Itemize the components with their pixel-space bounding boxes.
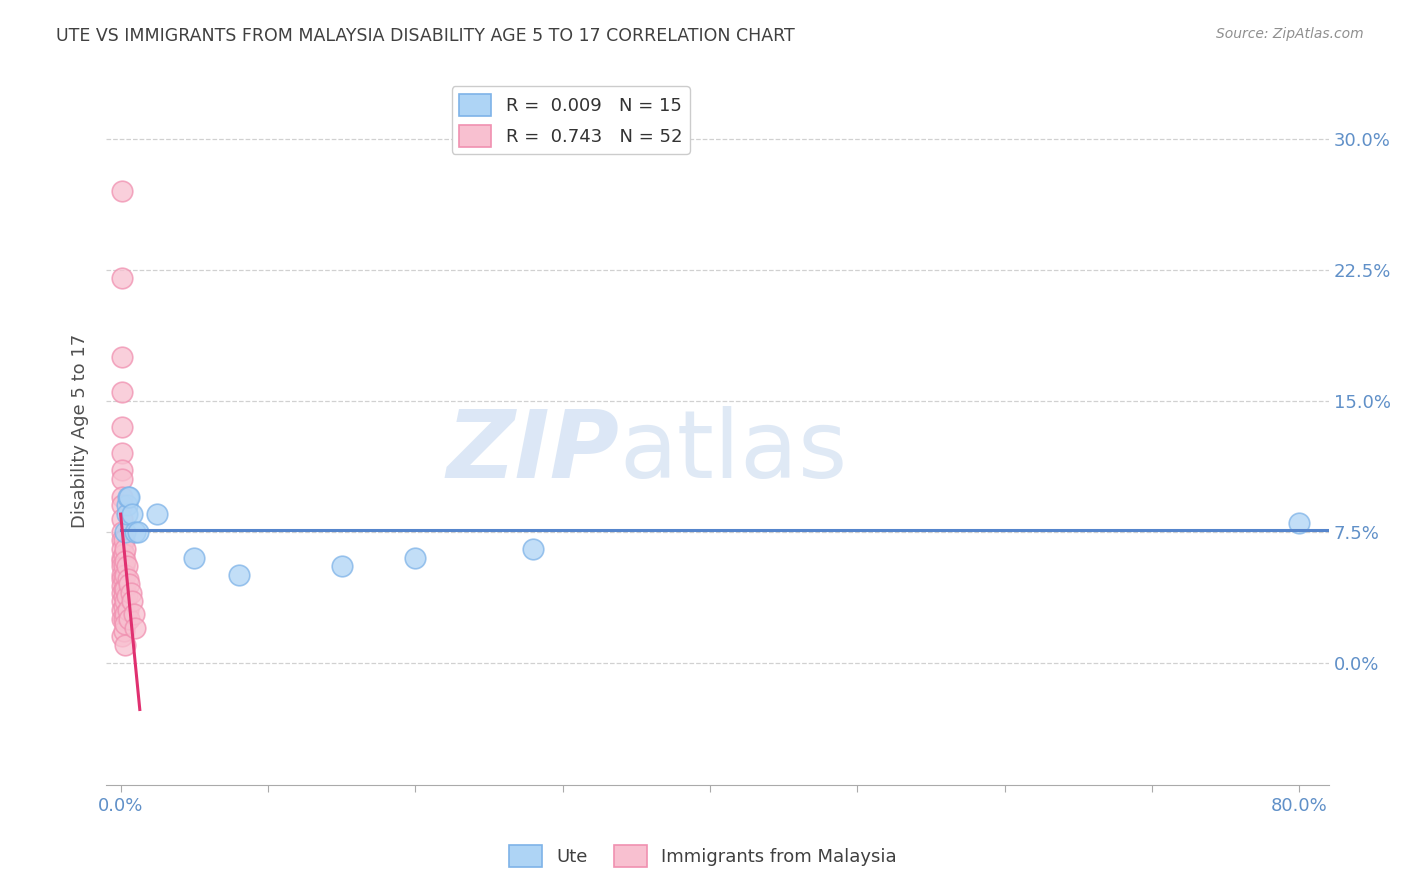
Legend: Ute, Immigrants from Malaysia: Ute, Immigrants from Malaysia [502,838,904,874]
Point [112,582,135,596]
Point [122,607,145,621]
Point [114,594,136,608]
Point [124,621,146,635]
Point [111,585,134,599]
Point [111,559,134,574]
Point [111,463,134,477]
Point [112,547,135,561]
Point [111,384,134,399]
Point [117,603,139,617]
Point [114,554,136,568]
Point [111,271,134,285]
Point [112,624,135,638]
Point [404,550,426,565]
Text: UTE VS IMMIGRANTS FROM MALAYSIA DISABILITY AGE 5 TO 17 CORRELATION CHART: UTE VS IMMIGRANTS FROM MALAYSIA DISABILI… [56,27,794,45]
Point [115,559,138,574]
Legend: R =  0.009   N = 15, R =  0.743   N = 52: R = 0.009 N = 15, R = 0.743 N = 52 [451,87,689,154]
Point [111,541,134,556]
Point [111,629,134,643]
Point [111,579,134,593]
Point [114,524,136,539]
Point [114,617,136,632]
Point [111,472,134,486]
Point [111,490,134,504]
Point [118,577,141,591]
Point [522,541,544,556]
Point [121,507,143,521]
Point [117,572,139,586]
Y-axis label: Disability Age 5 to 17: Disability Age 5 to 17 [72,334,89,528]
Point [111,184,134,198]
Point [114,582,136,596]
Point [127,524,149,539]
Point [114,568,136,582]
Point [111,524,134,539]
Text: Source: ZipAtlas.com: Source: ZipAtlas.com [1216,27,1364,41]
Point [228,568,250,582]
Point [121,594,143,608]
Point [112,599,135,614]
Point [330,559,353,574]
Point [111,533,134,548]
Point [1288,516,1310,530]
Text: atlas: atlas [620,407,848,499]
Point [112,559,135,574]
Point [112,589,135,603]
Point [111,350,134,364]
Point [111,446,134,460]
Point [124,524,146,539]
Point [111,603,134,617]
Point [146,507,169,521]
Point [111,568,134,582]
Point [117,490,139,504]
Point [111,572,134,586]
Point [111,612,134,626]
Point [111,419,134,434]
Point [111,550,134,565]
Point [112,572,135,586]
Point [115,589,138,603]
Point [183,550,205,565]
Point [118,612,141,626]
Point [111,594,134,608]
Point [111,499,134,513]
Text: ZIP: ZIP [447,407,620,499]
Point [115,507,138,521]
Point [114,541,136,556]
Point [114,638,136,652]
Point [120,585,142,599]
Point [114,607,136,621]
Point [118,490,141,504]
Point [111,554,134,568]
Point [112,533,135,548]
Point [112,612,135,626]
Point [115,499,138,513]
Point [111,512,134,526]
